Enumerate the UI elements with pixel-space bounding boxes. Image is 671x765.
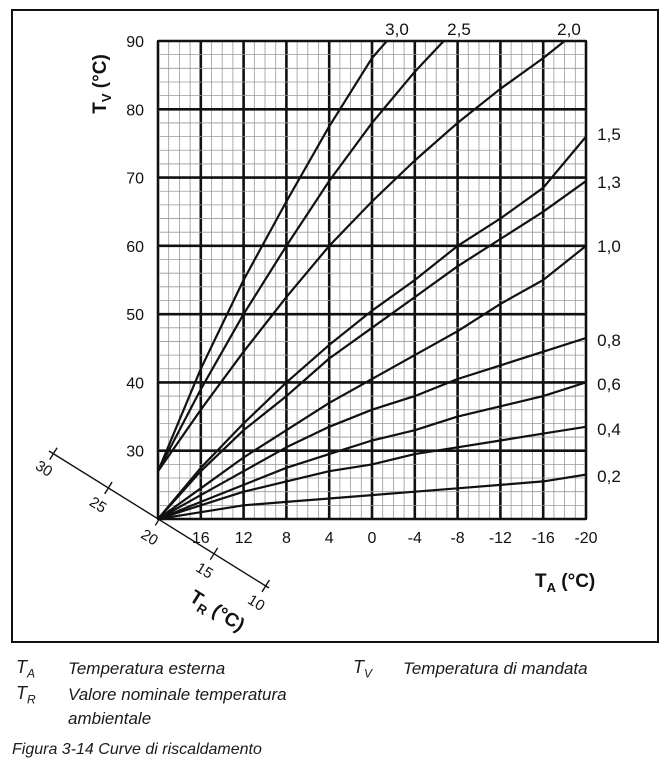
curve-slope-label: 0,6 xyxy=(597,375,621,394)
y-axis-title-sub: V xyxy=(99,93,114,102)
x-tick-label: 12 xyxy=(235,530,253,547)
curve-slope-label: 0,4 xyxy=(597,420,621,439)
x-tick-label: -12 xyxy=(489,530,512,547)
curve-slope-label: 0,8 xyxy=(597,331,621,350)
curve-slope-label: 1,3 xyxy=(597,173,621,192)
y-tick-label: 50 xyxy=(126,307,144,324)
x-tick-label: -20 xyxy=(574,530,597,547)
room-temp-tick xyxy=(261,579,270,593)
plot-border xyxy=(157,40,587,520)
legend-tr-text-line2: ambientale xyxy=(68,709,152,728)
x-axis-title-sub: A xyxy=(547,580,557,595)
curve-slope-label: 1,0 xyxy=(597,237,621,256)
x-tick-label: 4 xyxy=(325,530,334,547)
curve-slope-label: 2,5 xyxy=(447,20,471,39)
legend-ta-text: Temperatura esterna xyxy=(68,659,226,678)
y-tick-label: 60 xyxy=(126,239,144,256)
x-tick-label: 0 xyxy=(368,530,377,547)
x-tick-label: -16 xyxy=(532,530,555,547)
figure-frame xyxy=(11,9,659,643)
legend-tv-text: Temperatura di mandata xyxy=(403,659,588,678)
y-axis-title-unit: (°C) xyxy=(90,54,111,93)
y-tick-label: 80 xyxy=(126,102,144,119)
x-tick-label: 16 xyxy=(192,530,210,547)
heating-curve-line xyxy=(158,473,586,519)
room-temp-tick-label: 30 xyxy=(32,457,55,480)
room-temp-axis-title: TR (°C) xyxy=(184,586,248,638)
x-axis-title-unit: (°C) xyxy=(556,571,595,592)
y-axis-title: TV (°C) xyxy=(90,54,114,114)
y-tick-label: 30 xyxy=(126,444,144,461)
curve-slope-label: 3,0 xyxy=(385,20,409,39)
legend-ta-symbol: TA xyxy=(16,657,36,681)
heating-curve-line xyxy=(158,41,446,472)
figure-caption: Figura 3-14 Curve di riscaldamento xyxy=(12,741,262,758)
y-tick-label: 90 xyxy=(126,34,144,51)
x-axis-title-main: T xyxy=(535,571,547,592)
room-temp-tick-label: 15 xyxy=(193,559,216,582)
heating-curve-line xyxy=(158,180,586,519)
y-axis-title-main: T xyxy=(90,102,111,114)
curves-group xyxy=(158,41,586,519)
x-tick-label: -8 xyxy=(450,530,464,547)
x-axis-title: TA (°C) xyxy=(535,571,595,595)
room-temp-tick xyxy=(209,547,219,561)
x-tick-label: 8 xyxy=(282,530,291,547)
heating-curve-line xyxy=(158,41,566,472)
legend-tv-symbol: TV xyxy=(353,657,373,681)
heating-curve-line xyxy=(158,381,586,519)
heating-curve-line xyxy=(158,425,586,519)
curve-slope-label: 0,2 xyxy=(597,467,621,486)
y-tick-label: 40 xyxy=(126,375,144,392)
heating-curve-line xyxy=(158,135,586,519)
room-temp-tick-label: 25 xyxy=(86,494,109,517)
room-temp-tick-label: 10 xyxy=(245,591,268,614)
room-temp-tick-label: 20 xyxy=(138,526,161,549)
legend-tr-text-line1: Valore nominale temperatura xyxy=(68,685,287,704)
grid-lines xyxy=(156,39,588,521)
room-temp-tick xyxy=(154,513,164,526)
heating-curve-line xyxy=(158,245,586,519)
room-temp-axis-title-unit: (°C) xyxy=(204,598,248,637)
heating-curve-line xyxy=(158,336,586,519)
heating-curve-line xyxy=(158,41,389,472)
curve-slope-label: 2,0 xyxy=(557,20,581,39)
curve-slope-label: 1,5 xyxy=(597,125,621,144)
room-temp-tick xyxy=(104,481,113,495)
x-tick-label: -4 xyxy=(408,530,422,547)
room-temp-tick xyxy=(49,447,58,461)
y-tick-label: 70 xyxy=(126,171,144,188)
legend-tr-symbol: TR xyxy=(16,683,36,707)
